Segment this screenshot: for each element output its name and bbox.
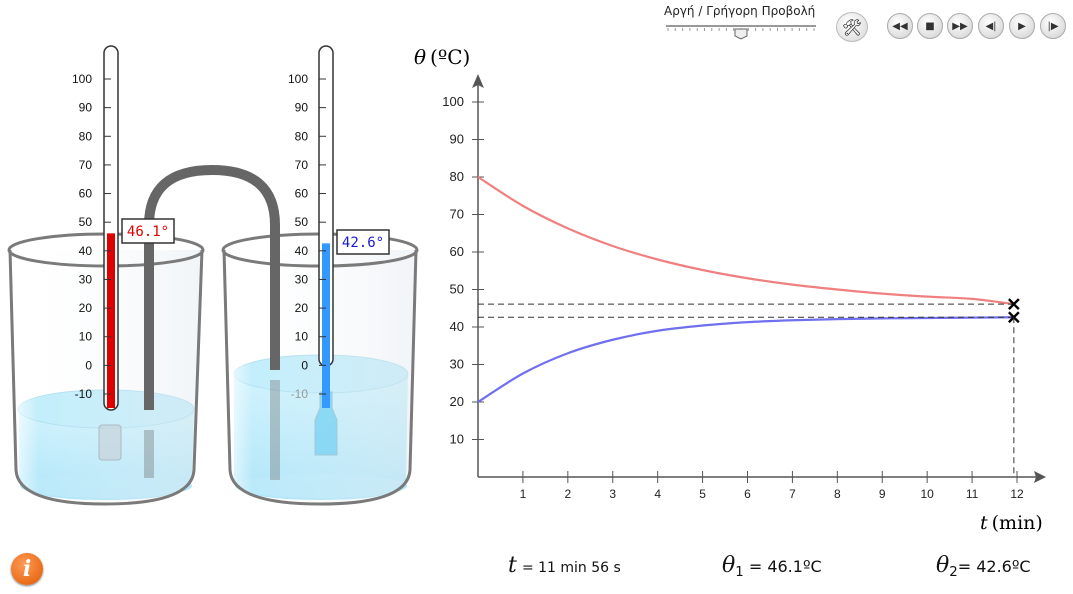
y-axis-arrow	[472, 74, 484, 88]
stop-icon: ■	[925, 20, 935, 32]
x-axis-label: t (min)	[980, 512, 1043, 534]
step-back-icon: ◀|	[985, 20, 997, 32]
right-temperature-label: 42.6°	[336, 229, 390, 255]
y-tick-label: 90	[450, 132, 464, 147]
x-tick-label: 2	[564, 487, 571, 501]
theta1-curve	[477, 176, 1014, 306]
y-tick-label: 80	[450, 169, 464, 184]
y-tick-label: 70	[450, 207, 464, 222]
x-tick-label: 9	[879, 487, 886, 501]
left-temperature-label: 46.1°	[121, 218, 175, 244]
slider-handle[interactable]	[734, 28, 748, 40]
theta2-readout: θ2= 42.6ºC	[936, 553, 1031, 581]
theta2-curve	[477, 316, 1014, 403]
thermometer-scale-label: 50	[79, 215, 93, 229]
thermometer-scale-label: 0	[85, 358, 92, 372]
y-tick-label: 50	[450, 282, 464, 297]
x-tick-label: 4	[654, 487, 661, 501]
connecting-tube	[144, 164, 280, 410]
x-tick-label: 7	[789, 487, 796, 501]
thermometer-scale-label: 70	[79, 158, 93, 172]
x-tick-label: 10	[920, 487, 934, 501]
y-tick-label: 40	[450, 319, 464, 334]
thermometer-scale-label: -10	[75, 387, 93, 401]
thermometer-scale-label: 70	[295, 158, 309, 172]
play-icon: ▶	[1018, 20, 1026, 32]
thermometer-scale-label: 0	[301, 358, 308, 372]
x-tick-label: 12	[1010, 487, 1024, 501]
x-tick-label: 1	[520, 487, 527, 501]
thermometer-scale-label: 100	[288, 72, 308, 86]
thermometer-scale-label: 80	[295, 129, 309, 143]
svg-text:42.6°: 42.6°	[342, 235, 384, 251]
x-tick-label: 6	[744, 487, 751, 501]
thermometer-scale-label: 40	[295, 244, 309, 258]
play-button[interactable]: ▶	[1009, 13, 1035, 39]
theta1-readout: θ1 = 46.1ºC	[722, 553, 822, 581]
thermometer-scale-label: 10	[295, 330, 309, 344]
theta1-marker	[1008, 298, 1020, 310]
speed-slider[interactable]	[666, 20, 816, 40]
fast-forward-button[interactable]: ▶▶	[947, 13, 973, 39]
speed-label: Αργή / Γρήγορη Προβολή	[664, 4, 816, 18]
y-tick-label: 20	[450, 394, 464, 409]
y-tick-label: 100	[442, 94, 464, 109]
thermometer-scale-label: 60	[295, 187, 309, 201]
thermometer-scale-label: 20	[79, 301, 93, 315]
hammer-wrench-icon: 🛠	[841, 17, 863, 37]
tools-button[interactable]: 🛠	[836, 12, 868, 42]
step-back-button[interactable]: ◀|	[978, 13, 1004, 39]
thermometer-scale-label: 50	[295, 215, 309, 229]
time-readout: t = 11 min 56 s	[508, 553, 621, 578]
step-forward-icon: |▶	[1047, 20, 1059, 32]
y-tick-label: 30	[450, 357, 464, 372]
y-axis-label: θ (ºC)	[414, 45, 470, 69]
thermometer-scale-label: 90	[79, 101, 93, 115]
thermometer-scale-label: 30	[79, 272, 93, 286]
thermometer-scale-label: 10	[79, 330, 93, 344]
thermometer-scale-label: 90	[295, 101, 309, 115]
thermometer-scale-label: 60	[79, 187, 93, 201]
thermometer-scale-label: 80	[79, 129, 93, 143]
thermometer-scale-label: 20	[295, 301, 309, 315]
rewind-icon: ◀◀	[892, 20, 908, 32]
x-tick-label: 8	[834, 487, 841, 501]
x-tick-label: 5	[699, 487, 706, 501]
step-forward-button[interactable]: |▶	[1040, 13, 1066, 39]
thermometer-scale-label: 40	[79, 244, 93, 258]
info-button[interactable]: i	[11, 553, 43, 585]
stop-button[interactable]: ■	[917, 13, 943, 39]
thermometer-scale-label: -10	[291, 387, 309, 401]
thermometer-scale-label: 30	[295, 272, 309, 286]
y-tick-label: 60	[450, 244, 464, 259]
thermometer-scale-label: 100	[72, 72, 92, 86]
x-axis-arrow	[1034, 471, 1046, 483]
x-tick-label: 3	[609, 487, 616, 501]
info-icon: i	[22, 556, 32, 582]
x-tick-label: 11	[966, 487, 979, 501]
rewind-button[interactable]: ◀◀	[887, 13, 913, 39]
svg-text:46.1°: 46.1°	[127, 224, 169, 240]
y-tick-label: 10	[450, 432, 464, 447]
fast-forward-icon: ▶▶	[952, 20, 968, 32]
